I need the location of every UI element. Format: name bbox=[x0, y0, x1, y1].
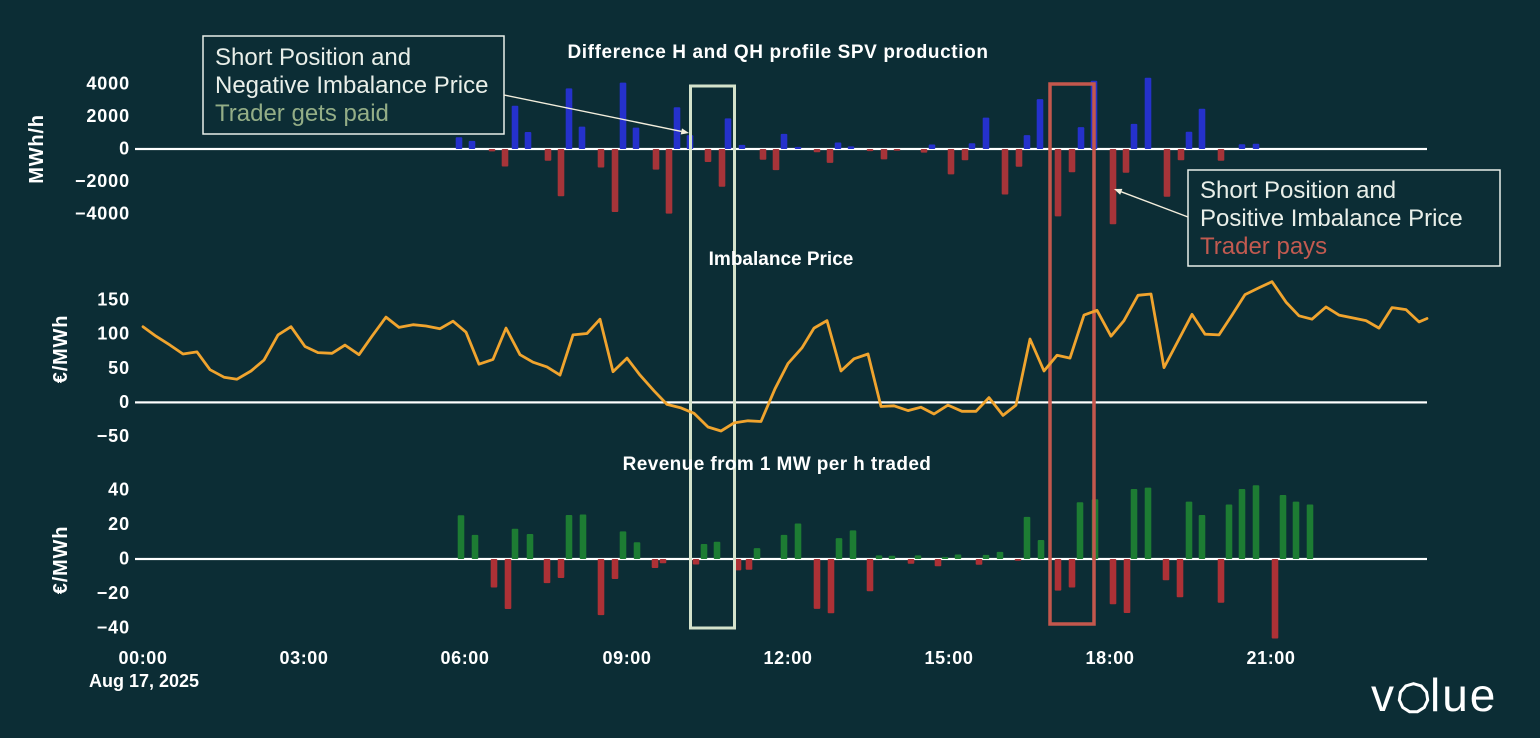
svg-text:−50: −50 bbox=[97, 426, 130, 446]
svg-text:Short Position and: Short Position and bbox=[215, 44, 411, 71]
svg-text:4000: 4000 bbox=[86, 74, 130, 94]
svg-text:Difference H and QH profile SP: Difference H and QH profile SPV producti… bbox=[567, 42, 988, 63]
svg-text:0: 0 bbox=[119, 549, 130, 569]
svg-text:MWh/h: MWh/h bbox=[26, 114, 48, 184]
svg-text:€/MWh: €/MWh bbox=[50, 526, 72, 594]
svg-text:21:00: 21:00 bbox=[1246, 648, 1295, 668]
svg-text:50: 50 bbox=[108, 358, 130, 378]
svg-text:−4000: −4000 bbox=[75, 203, 130, 223]
svg-text:03:00: 03:00 bbox=[279, 648, 328, 668]
svg-text:Imbalance Price: Imbalance Price bbox=[709, 249, 854, 270]
svg-text:150: 150 bbox=[97, 290, 130, 310]
svg-text:18:00: 18:00 bbox=[1085, 648, 1134, 668]
svg-text:20: 20 bbox=[108, 514, 130, 534]
svg-text:v: v bbox=[1371, 669, 1396, 721]
svg-text:15:00: 15:00 bbox=[924, 648, 973, 668]
svg-text:2000: 2000 bbox=[86, 106, 130, 126]
svg-text:−40: −40 bbox=[97, 618, 130, 638]
svg-text:Trader gets paid: Trader gets paid bbox=[215, 100, 389, 127]
svg-text:−2000: −2000 bbox=[75, 171, 130, 191]
svg-text:0: 0 bbox=[119, 392, 130, 412]
svg-text:100: 100 bbox=[97, 324, 130, 344]
svg-text:06:00: 06:00 bbox=[440, 648, 489, 668]
svg-text:lue: lue bbox=[1430, 669, 1497, 721]
svg-text:−20: −20 bbox=[97, 583, 130, 603]
svg-text:Aug 17, 2025: Aug 17, 2025 bbox=[89, 671, 199, 691]
svg-text:0: 0 bbox=[119, 139, 130, 159]
svg-text:Positive Imbalance Price: Positive Imbalance Price bbox=[1200, 205, 1463, 232]
svg-text:€/MWh: €/MWh bbox=[50, 315, 72, 383]
svg-text:Short Position and: Short Position and bbox=[1200, 177, 1396, 204]
svg-text:Revenue from 1 MW per h traded: Revenue from 1 MW per h traded bbox=[623, 454, 932, 475]
svg-text:09:00: 09:00 bbox=[602, 648, 651, 668]
svg-text:Negative Imbalance Price: Negative Imbalance Price bbox=[215, 72, 488, 99]
svg-text:12:00: 12:00 bbox=[763, 648, 812, 668]
svg-text:00:00: 00:00 bbox=[118, 648, 167, 668]
svg-text:40: 40 bbox=[108, 480, 130, 500]
svg-text:Trader pays: Trader pays bbox=[1200, 233, 1327, 260]
